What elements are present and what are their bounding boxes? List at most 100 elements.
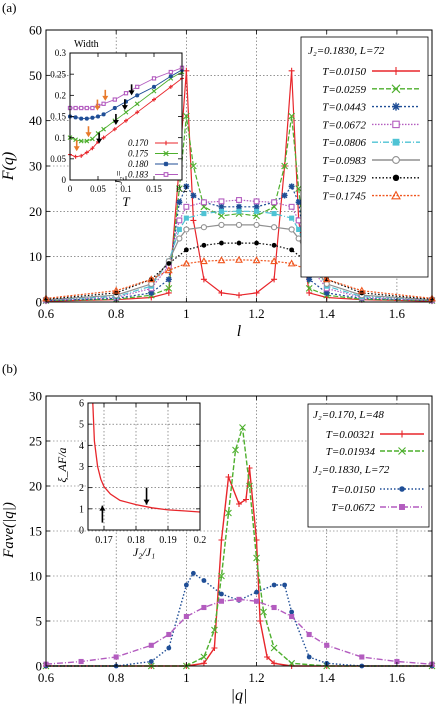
y-tick-label: 0 [62, 175, 67, 185]
data-point [236, 596, 242, 602]
data-point [78, 138, 84, 144]
panel-label-b: (b) [2, 361, 17, 376]
data-point [218, 598, 225, 604]
data-point [253, 198, 260, 205]
y-tick-label: 0.25 [50, 69, 66, 79]
inset-legend-label: 0.180 [128, 159, 149, 169]
data-point [359, 654, 365, 660]
data-point [84, 138, 90, 144]
legend-title: J₂=0.1830, L=72 [308, 45, 385, 57]
y-tick-label: 10 [29, 249, 42, 264]
data-point [200, 660, 207, 667]
data-point [84, 150, 89, 155]
y-tick-label: 30 [29, 159, 42, 174]
data-point [90, 136, 95, 142]
data-point [236, 203, 242, 210]
data-point [287, 259, 296, 267]
data-point [239, 424, 246, 431]
y-tick-label: 2 [79, 483, 84, 494]
data-point [264, 654, 271, 660]
annotation-arrowhead [128, 90, 135, 96]
data-point [124, 118, 128, 123]
x-tick-label: 0 [68, 184, 73, 194]
data-point [183, 203, 190, 210]
legend-label: T=0.0259 [322, 84, 366, 96]
data-point [168, 69, 173, 75]
data-point [295, 217, 302, 224]
x-tick-label: 0.6 [38, 670, 55, 685]
panel--b-inset: 0.17 0.18 0.19 0.2 0 1 2 3 4 5 6 [79, 399, 206, 547]
x-tick-label: 0.18 [127, 535, 145, 546]
y-tick-label: 0 [36, 659, 43, 674]
x-tick-label: 0.8 [108, 670, 124, 685]
plot-area [70, 53, 182, 180]
data-point [394, 658, 400, 665]
legend-box [307, 403, 430, 528]
data-point [323, 289, 330, 296]
data-point [271, 211, 277, 217]
inset-legend-marker [163, 150, 169, 157]
data-point [112, 106, 117, 111]
legend-group-title: J₂=0.170, L=48 [313, 409, 384, 421]
data-point [218, 203, 225, 210]
data-point [176, 199, 183, 206]
data-point [201, 578, 207, 583]
data-point [101, 112, 106, 117]
data-point [306, 289, 313, 296]
legend-marker [392, 67, 400, 75]
data-point [211, 626, 218, 634]
data-point [288, 183, 295, 190]
inset-legend-label: 0.183 [128, 170, 149, 180]
data-point [219, 240, 224, 246]
data-point [243, 496, 250, 503]
data-point [123, 91, 129, 96]
data-point [288, 659, 296, 667]
data-point [305, 285, 313, 292]
data-point [165, 289, 172, 296]
data-point [182, 112, 190, 120]
legend-marker [398, 447, 406, 455]
y-tick-label: 0 [79, 526, 84, 537]
data-point [90, 146, 95, 151]
data-point [253, 203, 260, 210]
data-point [218, 572, 225, 580]
data-point [357, 286, 366, 294]
y-axis-label-b: Fave(|q|) [1, 502, 17, 559]
series-line [92, 402, 201, 513]
legend-marker [392, 138, 400, 146]
data-point [151, 88, 157, 94]
data-point [322, 275, 331, 283]
data-point [225, 509, 232, 517]
data-point [73, 105, 78, 111]
series-line [46, 427, 432, 667]
data-point [225, 474, 232, 480]
annotation-arrowhead [112, 119, 119, 125]
data-point [218, 221, 225, 229]
legend-marker [392, 174, 400, 181]
inset-b-y-label: ξ_AF/a [55, 447, 69, 482]
data-point [84, 105, 89, 111]
legend-label: T=0.1329 [322, 173, 366, 185]
legend-label: T=0.0150 [322, 66, 366, 78]
data-point [190, 570, 196, 576]
legend-marker [399, 486, 405, 492]
y-tick-label: 20 [29, 479, 42, 494]
x-tick-label: 1.4 [319, 670, 336, 685]
y-tick-label: 20 [29, 204, 42, 219]
data-point [295, 235, 302, 242]
data-point [288, 203, 295, 210]
y-tick-label: 1 [79, 504, 84, 515]
inset-b-x-label: J₂/J₁ [133, 545, 155, 559]
inset-legend-marker [163, 172, 169, 177]
data-point [211, 645, 218, 651]
annotation-arrowhead [73, 146, 80, 152]
data-point [289, 613, 295, 620]
legend-marker [391, 190, 401, 200]
data-point [270, 644, 278, 652]
data-point [152, 97, 156, 102]
data-point [166, 261, 172, 266]
data-point [235, 255, 243, 263]
data-point [253, 289, 260, 296]
x-tick-label: 0.15 [146, 184, 162, 194]
